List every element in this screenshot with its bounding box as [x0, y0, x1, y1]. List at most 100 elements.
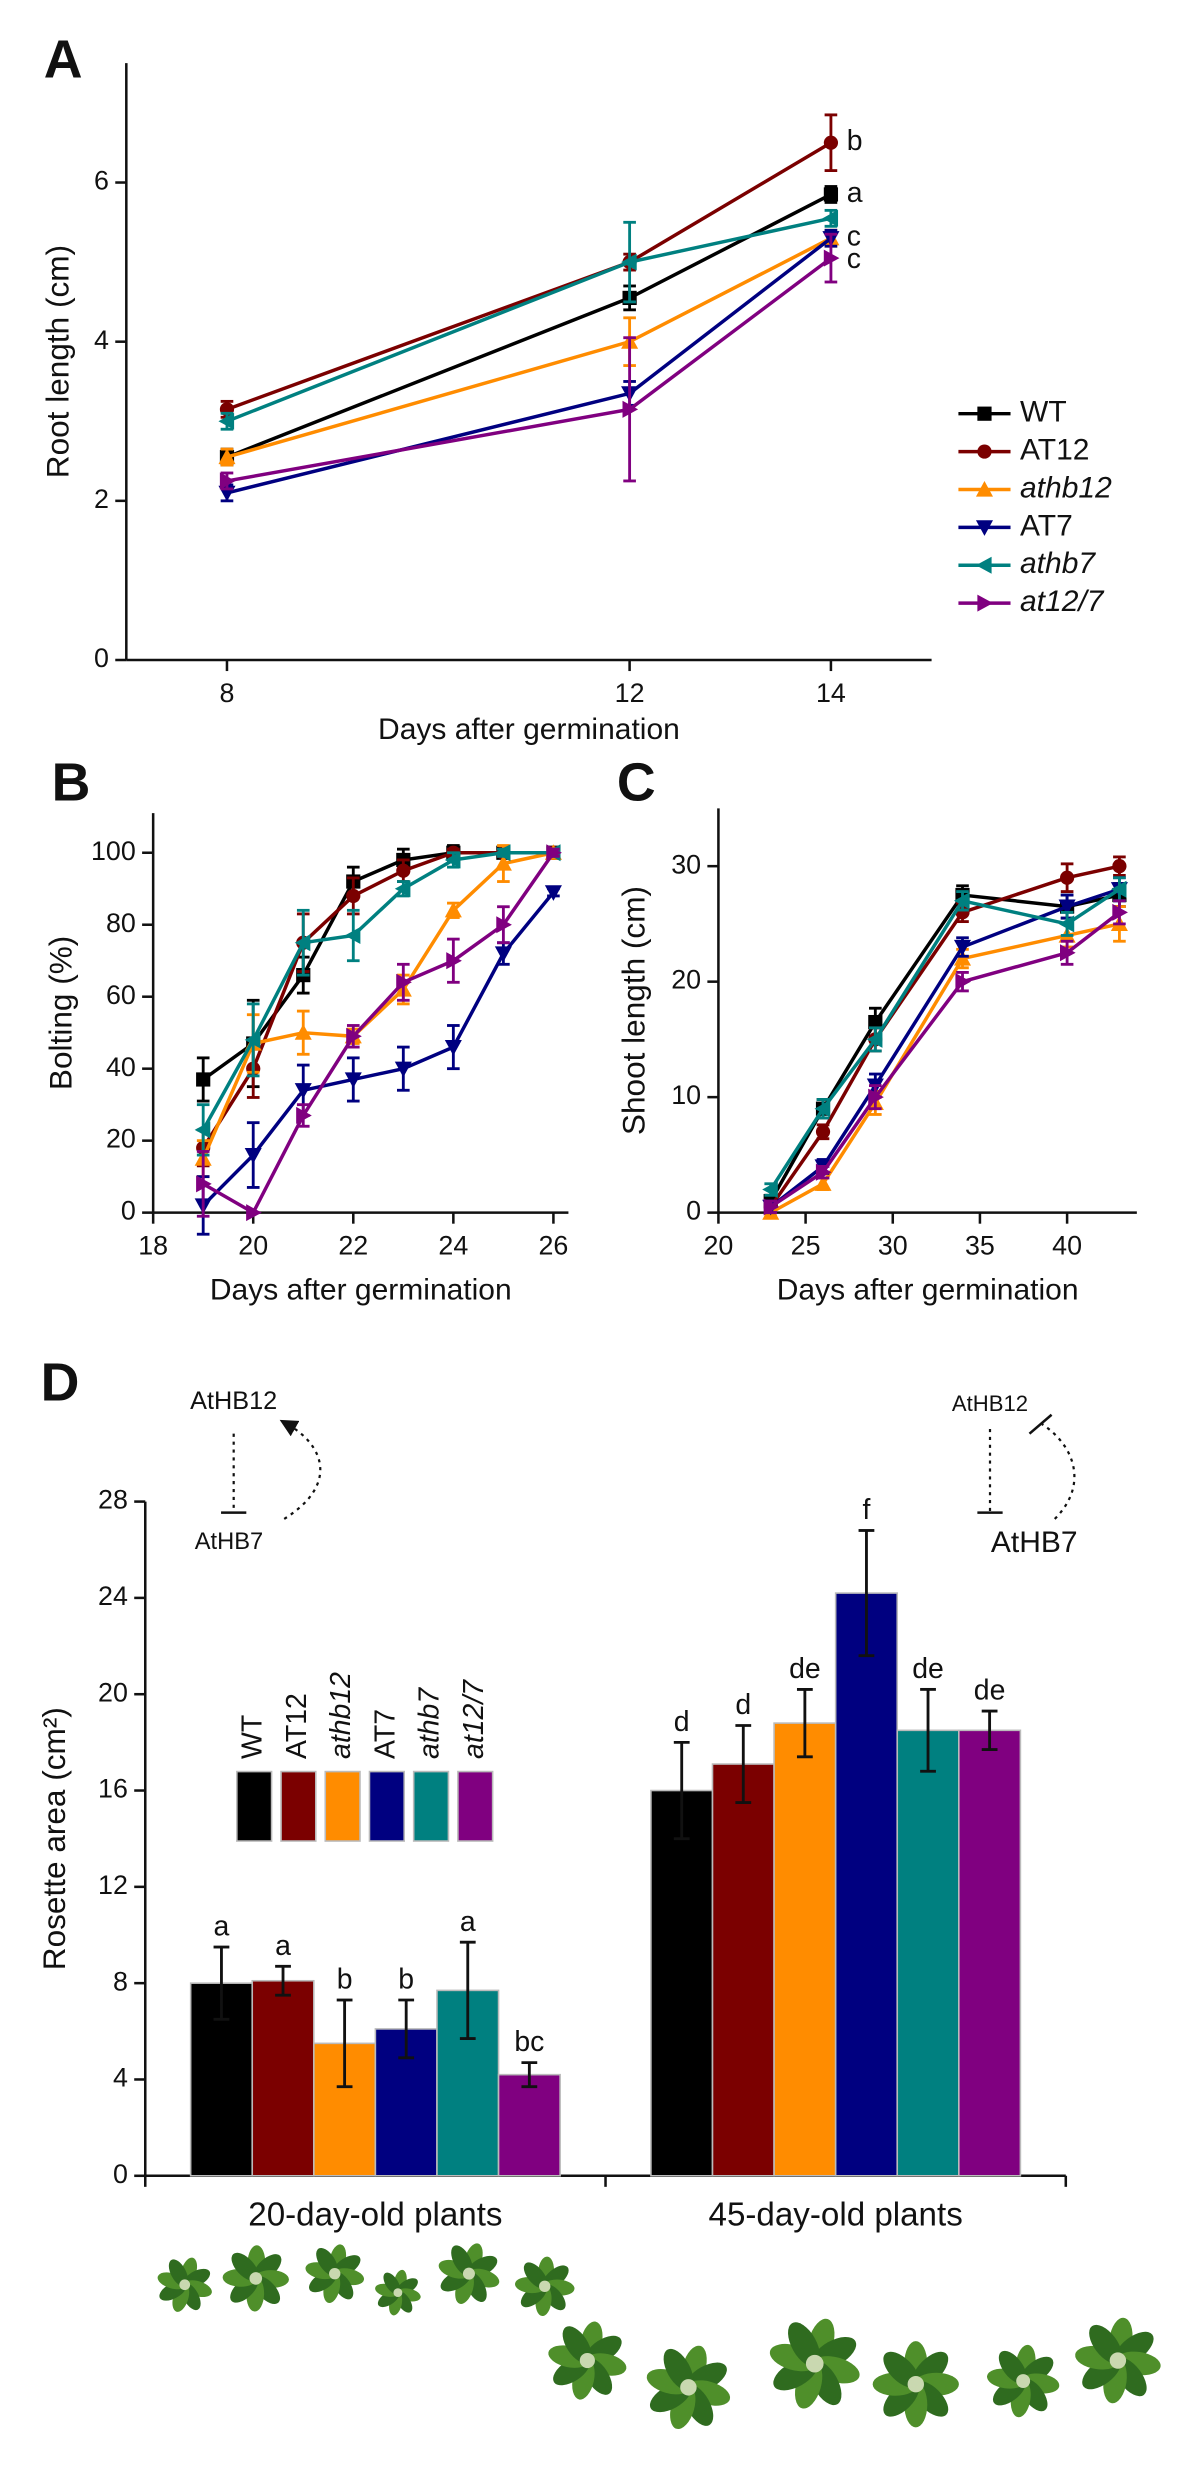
marker	[294, 934, 311, 952]
x-tick-label: 18	[138, 1230, 168, 1260]
plant-photo	[305, 2244, 365, 2303]
x-axis-label: Days after germination	[777, 1274, 1079, 1307]
legend-swatch	[457, 1770, 494, 1842]
repression-curve	[1041, 1423, 1076, 1520]
y-tick-label: 40	[106, 1052, 136, 1082]
marker	[815, 1163, 832, 1181]
legend-marker	[975, 556, 992, 574]
schematic-label: AtHB7	[991, 1526, 1078, 1559]
rosette-center	[805, 2354, 824, 2373]
legend-marker	[977, 444, 992, 459]
x-tick-label: 12	[615, 678, 645, 708]
significance-letter: de	[789, 1653, 821, 1685]
marker	[296, 1106, 312, 1124]
x-tick-label: 14	[816, 678, 846, 708]
marker	[868, 1088, 884, 1106]
rosette-center	[539, 2280, 551, 2292]
y-tick-label: 100	[91, 836, 136, 866]
marker	[1110, 880, 1127, 898]
legend-label: athb7	[414, 1687, 446, 1759]
marker	[344, 1072, 362, 1088]
marker	[394, 1061, 412, 1078]
plant-photo	[222, 2245, 289, 2312]
series-line	[226, 236, 832, 495]
series-line	[769, 922, 1120, 1215]
legend-marker	[977, 594, 994, 612]
marker	[1112, 903, 1128, 921]
significance-letter: f	[862, 1494, 870, 1526]
y-tick-label: 24	[98, 1581, 128, 1611]
y-tick-label: 0	[94, 643, 109, 673]
series-line	[226, 216, 832, 423]
significance-letter: b	[337, 1964, 353, 1996]
schematic-label: AtHB7	[195, 1529, 263, 1555]
marker	[546, 844, 562, 862]
panel-label: B	[52, 753, 91, 813]
bar	[251, 1979, 315, 2177]
rosette-center	[329, 2268, 341, 2280]
error-bar	[673, 1740, 690, 1841]
marker	[294, 1024, 312, 1040]
marker	[868, 1014, 883, 1030]
marker	[244, 1147, 262, 1164]
legend-label: AT12	[281, 1693, 313, 1759]
marker	[1112, 859, 1127, 874]
y-tick-label: 60	[106, 980, 136, 1010]
marker	[814, 1100, 831, 1118]
error-bar	[398, 1998, 415, 2060]
significance-letter: b	[398, 1964, 414, 1996]
legend-label: at12/7	[1020, 585, 1105, 618]
rosette-center	[680, 2379, 697, 2396]
legend-label: athb12	[325, 1672, 357, 1759]
significance-letter: a	[275, 1930, 291, 1962]
x-tick-label: 22	[338, 1230, 368, 1260]
marker	[494, 855, 512, 871]
marker	[219, 472, 236, 490]
error-bar	[336, 1998, 353, 2089]
marker	[344, 926, 361, 945]
error-bar	[981, 1709, 998, 1752]
rosette-center	[462, 2267, 475, 2280]
marker	[1058, 915, 1075, 933]
error-bar	[275, 1964, 291, 1997]
x-tick-label: 30	[878, 1230, 908, 1260]
bar	[896, 1729, 960, 2177]
marker	[762, 1181, 778, 1199]
bar	[711, 1763, 775, 2177]
marker	[622, 400, 639, 418]
error-bar	[213, 1945, 230, 2021]
annotation: c	[847, 221, 861, 253]
plant-photo	[548, 2321, 627, 2400]
x-tick-label: 20	[238, 1230, 268, 1260]
marker	[396, 973, 412, 991]
marker	[196, 1072, 211, 1087]
x-tick-label: 24	[438, 1230, 468, 1260]
schematic-label: AtHB12	[952, 1391, 1028, 1416]
x-axis-label: Days after germination	[378, 713, 680, 746]
legend-marker	[975, 480, 994, 497]
rosette-center	[579, 2352, 595, 2369]
x-tick-label: 45-day-old plants	[709, 2197, 963, 2234]
repression-bar	[1028, 1413, 1053, 1435]
plant-photo	[157, 2257, 212, 2312]
error-bar	[796, 1687, 813, 1759]
series-line	[769, 864, 1120, 1208]
rosette-center	[1016, 2374, 1031, 2388]
bar	[958, 1729, 1022, 2177]
y-tick-label: 0	[113, 2159, 128, 2189]
y-tick-label: 30	[671, 849, 701, 879]
x-tick-label: 8	[220, 678, 235, 708]
marker	[346, 888, 361, 904]
legend-swatch	[280, 1770, 317, 1842]
y-tick-label: 12	[98, 1870, 128, 1900]
series-line	[769, 887, 1120, 1209]
legend-label: AT7	[1020, 509, 1073, 542]
marker	[953, 939, 972, 956]
marker	[444, 851, 461, 869]
bar	[773, 1722, 837, 2177]
y-tick-label: 2	[94, 484, 109, 514]
y-tick-label: 0	[121, 1196, 136, 1226]
schematic-label: AtHB12	[190, 1387, 277, 1415]
y-tick-label: 16	[98, 1774, 128, 1804]
y-axis-label: Bolting (%)	[43, 936, 79, 1090]
